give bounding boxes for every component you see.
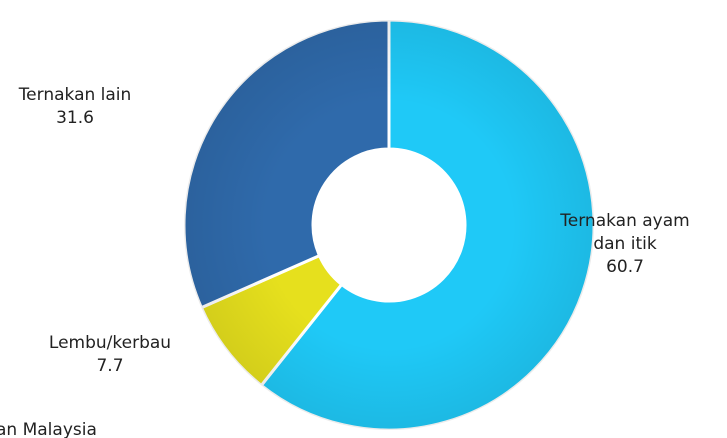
value-label: 7.7 — [96, 356, 124, 376]
category-label: Ternakan ayam dan itik — [560, 211, 690, 254]
slice-label: Ternakan lain 31.6 — [0, 84, 150, 130]
value-label: 60.7 — [606, 257, 644, 277]
category-label: Lembu/kerbau — [48, 333, 172, 353]
donut-slice — [182, 18, 391, 310]
category-label: Ternakan lain — [18, 85, 132, 105]
source-note: an Malaysia — [0, 420, 97, 438]
slice-label: Ternakan ayam dan itik 60.7 — [560, 210, 690, 279]
value-label: 31.6 — [56, 108, 94, 128]
slice-label: Lembu/kerbau 7.7 — [30, 332, 190, 378]
